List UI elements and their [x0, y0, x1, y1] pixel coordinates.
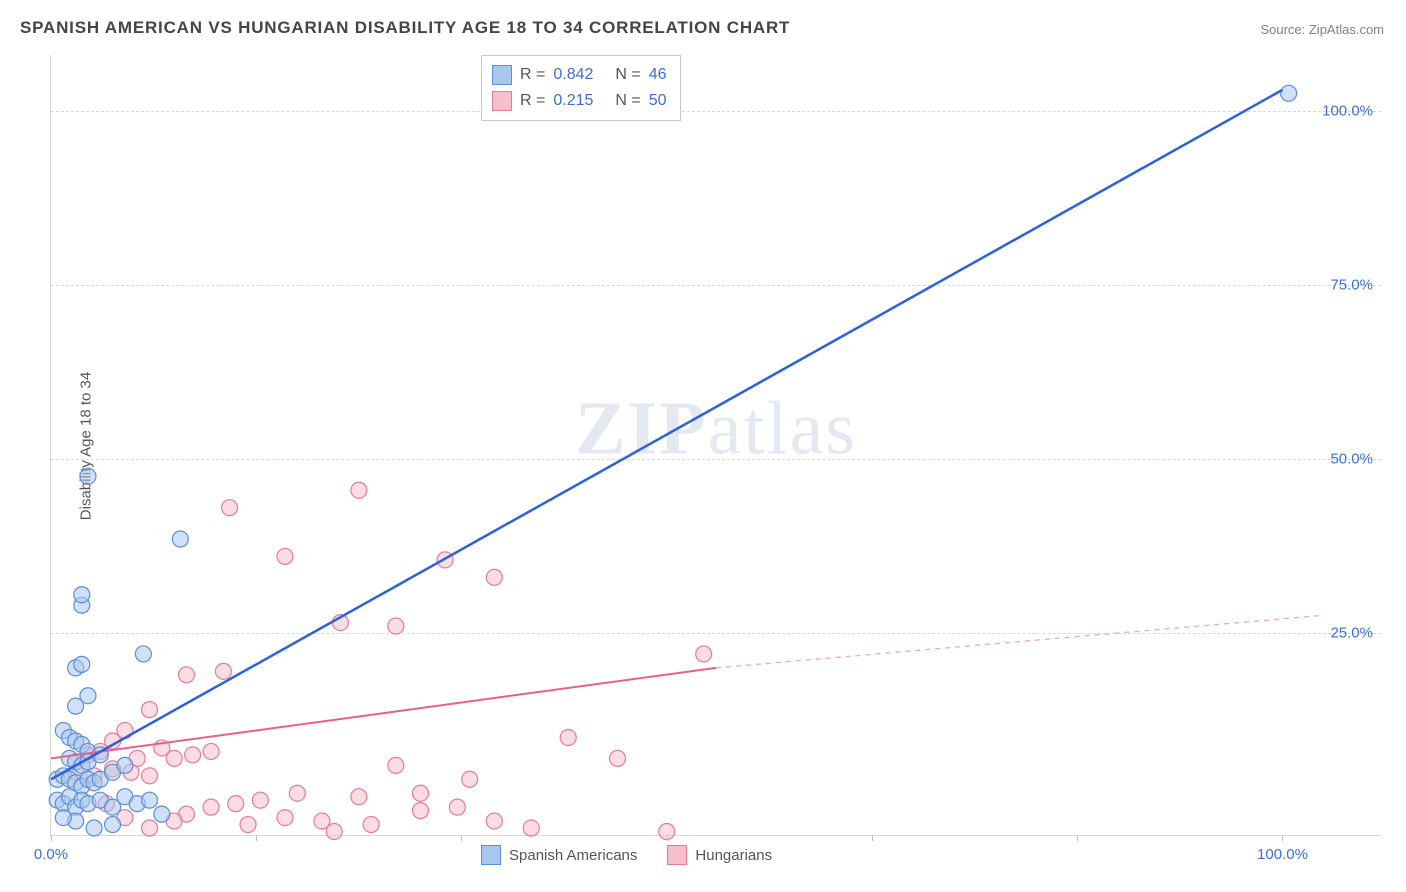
data-point	[178, 667, 194, 683]
n-label: N =	[615, 62, 640, 88]
data-point	[609, 750, 625, 766]
data-point	[351, 789, 367, 805]
series-swatch	[492, 65, 512, 85]
x-tick	[1282, 835, 1283, 841]
data-point	[252, 792, 268, 808]
trend-line	[51, 90, 1282, 779]
stats-row: R = 0.842 N = 46	[492, 62, 666, 88]
r-value: 0.215	[553, 88, 607, 114]
plot-area: ZIPatlas 25.0%50.0%75.0%100.0% R =0.842N…	[50, 55, 1381, 836]
data-point	[142, 702, 158, 718]
data-point	[215, 663, 231, 679]
data-point	[523, 820, 539, 836]
data-point	[412, 803, 428, 819]
data-point	[172, 531, 188, 547]
data-point	[486, 813, 502, 829]
legend-label: Spanish Americans	[509, 847, 637, 864]
x-tick	[1077, 835, 1078, 841]
data-point	[1281, 85, 1297, 101]
x-tick	[872, 835, 873, 841]
series-legend: Spanish Americans Hungarians	[481, 845, 772, 865]
data-point	[142, 768, 158, 784]
data-point	[185, 747, 201, 763]
data-point	[105, 817, 121, 833]
scatter-svg	[51, 55, 1381, 835]
x-tick-label: 0.0%	[34, 846, 68, 863]
data-point	[363, 817, 379, 833]
data-point	[462, 771, 478, 787]
data-point	[277, 810, 293, 826]
data-point	[68, 698, 84, 714]
data-point	[560, 730, 576, 746]
data-point	[388, 618, 404, 634]
data-point	[166, 750, 182, 766]
stats-legend-box: R = 0.842 N = 46 R = 0.215 N = 50	[481, 55, 681, 121]
legend-item: Spanish Americans	[481, 845, 637, 865]
data-point	[449, 799, 465, 815]
chart-title: SPANISH AMERICAN VS HUNGARIAN DISABILITY…	[20, 18, 790, 38]
data-point	[222, 500, 238, 516]
data-point	[135, 646, 151, 662]
data-point	[154, 806, 170, 822]
r-label: R =	[520, 88, 545, 114]
data-point	[412, 785, 428, 801]
data-point	[80, 468, 96, 484]
r-label: R =	[520, 62, 545, 88]
data-point	[388, 757, 404, 773]
series-swatch	[492, 91, 512, 111]
x-tick	[256, 835, 257, 841]
n-value: 46	[649, 62, 667, 88]
n-value: 50	[649, 88, 667, 114]
data-point	[326, 824, 342, 840]
data-point	[228, 796, 244, 812]
data-point	[351, 482, 367, 498]
legend-swatch	[667, 845, 687, 865]
data-point	[86, 820, 102, 836]
data-point	[142, 820, 158, 836]
trend-line	[716, 616, 1319, 668]
source-attribution: Source: ZipAtlas.com	[1260, 22, 1384, 37]
legend-swatch	[481, 845, 501, 865]
x-tick	[51, 835, 52, 841]
data-point	[203, 799, 219, 815]
x-tick	[461, 835, 462, 841]
data-point	[55, 810, 71, 826]
n-label: N =	[615, 88, 640, 114]
data-point	[240, 817, 256, 833]
data-point	[486, 569, 502, 585]
data-point	[74, 656, 90, 672]
data-point	[203, 743, 219, 759]
data-point	[696, 646, 712, 662]
data-point	[117, 757, 133, 773]
data-point	[277, 548, 293, 564]
data-point	[142, 792, 158, 808]
legend-label: Hungarians	[695, 847, 772, 864]
legend-item: Hungarians	[667, 845, 772, 865]
stats-row: R = 0.215 N = 50	[492, 88, 666, 114]
x-tick	[667, 835, 668, 841]
x-tick-label: 100.0%	[1257, 846, 1308, 863]
data-point	[74, 587, 90, 603]
data-point	[289, 785, 305, 801]
r-value: 0.842	[553, 62, 607, 88]
